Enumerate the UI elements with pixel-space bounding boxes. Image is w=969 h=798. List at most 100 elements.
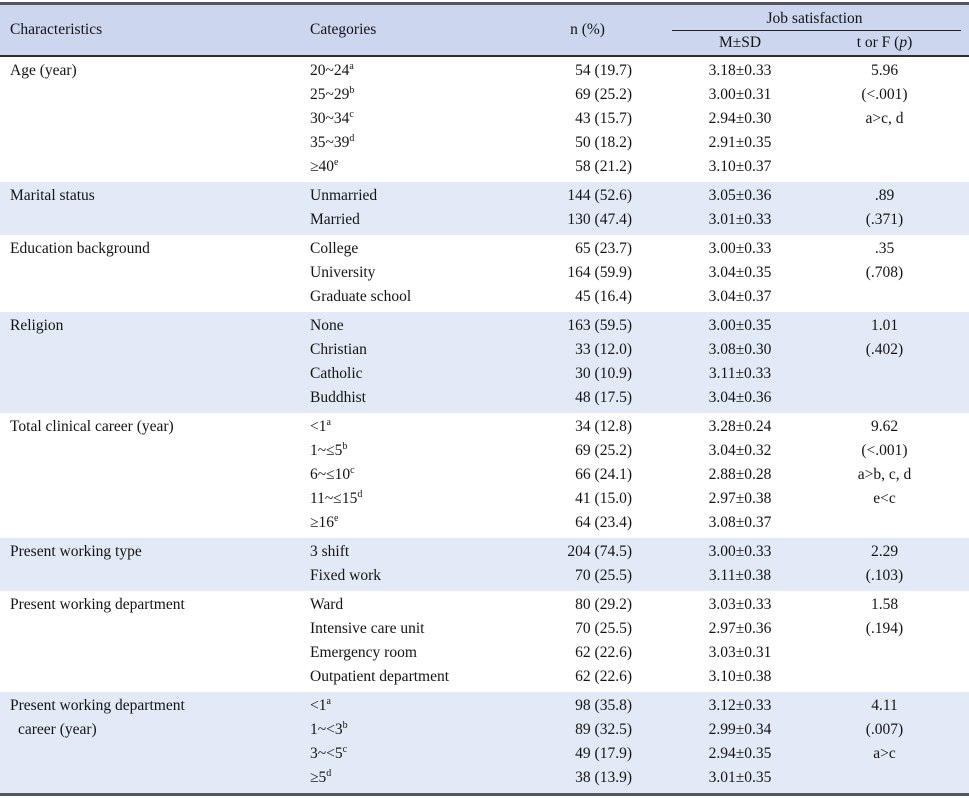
category-text: Fixed work: [310, 567, 382, 584]
category-superscript: a: [326, 695, 331, 707]
category-text: 6~≤10: [310, 466, 351, 483]
t-or-f-cell: [820, 131, 969, 155]
category-superscript: d: [357, 488, 363, 500]
n-percent-cell: 70 (25.5): [575, 620, 632, 637]
t-or-f-cell: 5.96: [870, 62, 899, 79]
n-percent-cell: 69 (25.2): [575, 442, 632, 459]
category-text: Christian: [310, 341, 367, 358]
col-header-n-percent: n (%): [570, 21, 605, 38]
col-group-job-satisfaction: Job satisfaction M±SD t or F (p): [660, 5, 969, 55]
category-superscript: b: [342, 719, 348, 731]
characteristic-label-line1: Religion: [10, 317, 64, 334]
category-text: <1: [310, 418, 327, 435]
col-header-t-or-f: t or F (p): [820, 34, 969, 52]
category-cell: Unmarried: [300, 184, 500, 208]
t-or-f-suffix: ): [907, 34, 913, 51]
category-text: 20~24: [310, 62, 350, 79]
category-cell: <1a: [300, 415, 500, 439]
n-percent-cell: 45 (16.4): [575, 288, 632, 305]
job-satisfaction-subheaders: M±SD t or F (p): [660, 31, 969, 55]
n-percent-cell: 58 (21.2): [575, 158, 632, 175]
category-text: 3 shift: [310, 543, 350, 560]
characteristic-label: Marital status: [0, 184, 300, 232]
table-body: Age (year) 20~24a 54 (19.7) 3.18±0.33 5.96 25…: [0, 57, 969, 793]
mean-sd-cell: 3.00±0.35: [708, 317, 772, 334]
n-percent-cell: 64 (23.4): [575, 514, 632, 531]
category-text: 25~29: [310, 86, 350, 103]
characteristic-label-line2: career (year): [18, 721, 97, 738]
n-percent-cell: 69 (25.2): [575, 86, 632, 103]
t-or-f-cell: [820, 665, 969, 689]
col-header-characteristics: Characteristics: [10, 21, 103, 38]
category-text: None: [310, 317, 344, 334]
category-text: College: [310, 240, 359, 257]
mean-sd-cell: 2.99±0.34: [708, 721, 772, 738]
characteristic-label-line1: Total clinical career (year): [10, 418, 174, 435]
t-or-f-cell: (.371): [865, 211, 904, 228]
category-superscript: d: [326, 767, 332, 779]
mean-sd-cell: 2.91±0.35: [708, 134, 772, 151]
category-text: Married: [310, 211, 360, 228]
t-or-f-cell: [820, 155, 969, 179]
mean-sd-cell: 3.04±0.32: [708, 442, 772, 459]
t-or-f-cell: [820, 285, 969, 309]
job-satisfaction-underline: [672, 30, 961, 31]
n-percent-cell: 80 (29.2): [575, 596, 632, 613]
mean-sd-cell: 3.10±0.38: [708, 668, 772, 685]
category-text: Ward: [310, 596, 344, 613]
category-text: ≥5: [310, 769, 327, 786]
mean-sd-cell: 2.88±0.28: [708, 466, 772, 483]
mean-sd-cell: 3.11±0.33: [708, 365, 772, 382]
category-cell: ≥40e: [300, 155, 500, 179]
col-header-msd: M±SD: [718, 34, 762, 51]
t-or-f-cell: [820, 641, 969, 665]
characteristic-label: Total clinical career (year): [0, 415, 300, 535]
t-or-f-cell: (.007): [865, 721, 904, 738]
n-percent-cell: 41 (15.0): [575, 490, 632, 507]
mean-sd-cell: 3.05±0.36: [708, 187, 772, 204]
characteristic-label: Present working department career (year): [0, 694, 300, 790]
n-percent-cell: 38 (13.9): [575, 769, 632, 786]
category-cell: Emergency room: [300, 641, 500, 665]
category-superscript: a: [326, 416, 331, 428]
n-percent-cell: 164 (59.9): [567, 264, 632, 281]
category-cell: Christian: [300, 338, 500, 362]
t-or-f-cell: [820, 362, 969, 386]
n-percent-cell: 65 (23.7): [575, 240, 632, 257]
mean-sd-cell: 3.04±0.37: [708, 288, 772, 305]
category-text: Outpatient department: [310, 668, 450, 685]
mean-sd-cell: 2.94±0.30: [708, 110, 772, 127]
mean-sd-cell: 3.03±0.31: [708, 644, 772, 661]
n-percent-cell: 62 (22.6): [575, 668, 632, 685]
mean-sd-cell: 3.00±0.33: [708, 543, 772, 560]
t-or-f-cell: .35: [874, 240, 895, 257]
n-percent-cell: 50 (18.2): [575, 134, 632, 151]
t-or-f-cell: (<.001): [861, 86, 908, 103]
n-percent-cell: 34 (12.8): [575, 418, 632, 435]
mean-sd-cell: 3.03±0.33: [708, 596, 772, 613]
t-or-f-cell: a>c: [873, 745, 896, 762]
category-superscript: d: [349, 132, 355, 144]
mean-sd-cell: 2.97±0.36: [708, 620, 772, 637]
t-or-f-cell: 1.01: [870, 317, 899, 334]
characteristic-label-line1: Present working department: [10, 596, 185, 613]
category-text: Emergency room: [310, 644, 417, 661]
category-superscript: e: [334, 512, 339, 524]
t-or-f-cell: [820, 386, 969, 410]
category-cell: 30~34c: [300, 107, 500, 131]
mean-sd-cell: 3.01±0.35: [708, 769, 772, 786]
n-percent-cell: 163 (59.5): [567, 317, 632, 334]
category-cell: <1a: [300, 694, 500, 718]
category-cell: 3~<5c: [300, 742, 500, 766]
characteristic-block: Present working department Ward 80 (29.2) 3…: [0, 591, 969, 692]
category-superscript: c: [350, 464, 355, 476]
t-or-f-cell: (.708): [865, 264, 904, 281]
table-header-row: Characteristics Categories n (%) Job sat…: [0, 5, 969, 57]
t-or-f-cell: 1.58: [870, 596, 899, 613]
category-text: Graduate school: [310, 288, 412, 305]
category-superscript: b: [342, 440, 348, 452]
category-cell: Graduate school: [300, 285, 500, 309]
t-or-f-cell: [820, 511, 969, 535]
category-text: ≥16: [310, 514, 335, 531]
